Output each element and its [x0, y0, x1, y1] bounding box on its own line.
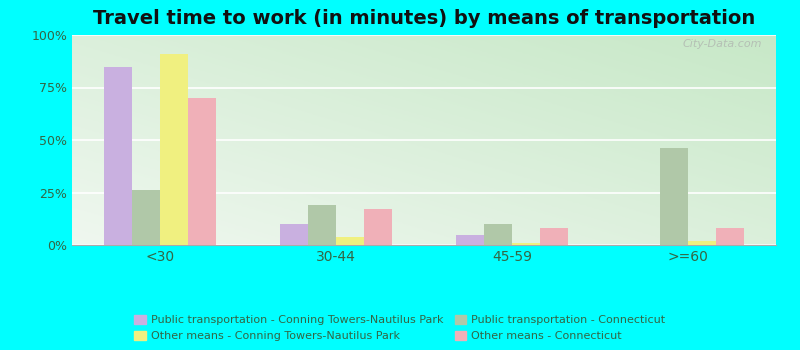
Bar	[540, 228, 568, 245]
Bar	[660, 148, 688, 245]
Bar	[484, 224, 512, 245]
Title: Travel time to work (in minutes) by means of transportation: Travel time to work (in minutes) by mean…	[93, 9, 755, 28]
Bar	[104, 66, 132, 245]
Bar	[308, 205, 336, 245]
Legend: Public transportation - Conning Towers-Nautilus Park, Other means - Conning Towe: Public transportation - Conning Towers-N…	[131, 312, 669, 344]
Text: City-Data.com: City-Data.com	[682, 39, 762, 49]
Bar	[160, 54, 188, 245]
Bar	[512, 243, 540, 245]
Bar	[280, 224, 308, 245]
Bar	[716, 228, 744, 245]
Bar	[188, 98, 216, 245]
Bar	[688, 241, 716, 245]
Bar	[336, 237, 364, 245]
Bar	[456, 234, 484, 245]
Bar	[132, 190, 160, 245]
Bar	[364, 209, 392, 245]
